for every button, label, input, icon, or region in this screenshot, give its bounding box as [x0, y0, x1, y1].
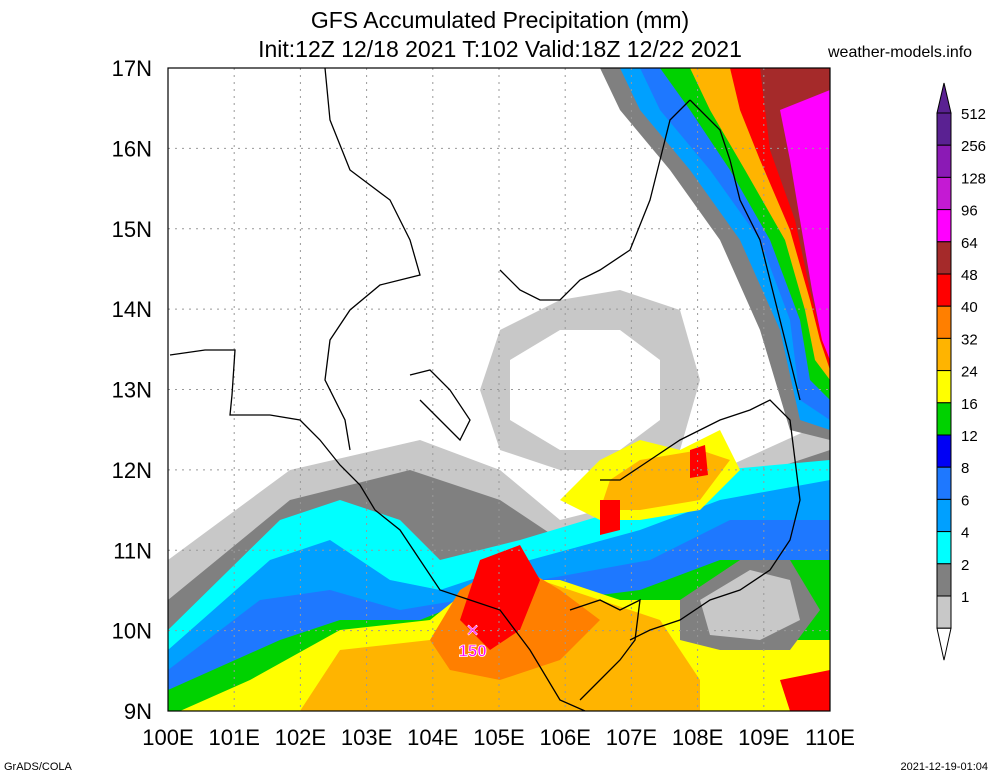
- precip-zone-red: [690, 445, 708, 478]
- colorbar-label: 2: [961, 557, 969, 574]
- colorbar-segment: [936, 176, 952, 211]
- lat-lon-grid: [168, 68, 830, 711]
- longitude-label: 101E: [209, 725, 260, 750]
- colorbar-segment: [936, 563, 952, 597]
- marker-symbol: ×: [466, 618, 479, 643]
- longitude-label: 107E: [606, 725, 657, 750]
- latitude-label: 14N: [112, 297, 152, 322]
- colorbar-label: 12: [961, 428, 978, 445]
- longitude-label: 100E: [142, 725, 193, 750]
- colorbar-label: 64: [961, 235, 978, 252]
- longitude-label: 109E: [738, 725, 789, 750]
- longitude-label: 102E: [275, 725, 326, 750]
- colorbar-label: 4: [961, 525, 969, 542]
- precip-zone-red: [460, 545, 540, 650]
- max-precip-marker: ×150: [458, 617, 487, 661]
- colorbar-label: 40: [961, 299, 978, 316]
- colorbar-segment: [936, 531, 952, 565]
- precip-zone-white: [510, 330, 660, 450]
- marker-label: 150: [458, 642, 486, 661]
- colorbar-segment: [936, 370, 952, 404]
- colorbar-label: 32: [961, 331, 978, 348]
- longitude-labels: 100E 101E 102E 103E 104E 105E 106E 107E 108E 109E…: [142, 725, 855, 750]
- longitude-label: 110E: [805, 725, 855, 750]
- coastlines-borders: [169, 68, 801, 711]
- colorbar-segment: [936, 466, 952, 500]
- colorbar-segment: [936, 241, 952, 275]
- latitude-label: 11N: [113, 538, 152, 563]
- longitude-label: 108E: [672, 725, 723, 750]
- colorbar-bottom-arrow: [936, 627, 952, 661]
- latitude-label: 12N: [112, 458, 152, 483]
- longitude-label: 105E: [473, 725, 524, 750]
- latitude-labels: 17N 16N 15N 14N 13N 12N 11N 10N 9N: [112, 56, 152, 724]
- longitude-label: 103E: [341, 725, 392, 750]
- colorbar-top-arrow: [936, 82, 952, 114]
- border-line: [499, 99, 691, 301]
- colorbar-segment: [936, 337, 952, 372]
- coastline: [689, 99, 801, 401]
- colorbar-label: 256: [961, 138, 986, 155]
- border-line: [324, 68, 421, 451]
- colorbar-label: 1: [961, 589, 969, 606]
- site-credit: weather-models.info: [828, 44, 973, 61]
- longitude-label: 104E: [407, 725, 458, 750]
- colorbar-segment: [936, 273, 952, 307]
- footer-timestamp: 2021-12-19-01:04: [900, 761, 988, 773]
- colorbar-segment: [936, 498, 952, 533]
- colorbar-label: 48: [961, 267, 978, 284]
- colorbar-label: 512: [961, 106, 986, 123]
- coastline: [569, 598, 641, 701]
- precip-zone-red: [780, 670, 830, 711]
- colorbar-segment: [936, 209, 952, 243]
- latitude-label: 10N: [112, 619, 152, 644]
- colorbar-label: 128: [961, 170, 986, 187]
- colorbar-segment: [936, 305, 952, 339]
- colorbar-label: 24: [961, 364, 978, 381]
- latitude-label: 15N: [112, 217, 152, 242]
- latitude-label: 13N: [112, 378, 152, 403]
- colorbar-segment: [936, 402, 952, 436]
- colorbar-label: 16: [961, 396, 978, 413]
- map-frame: [167, 67, 831, 712]
- colorbar-segment: [936, 595, 952, 629]
- footer-software: GrADS/COLA: [4, 761, 72, 773]
- latitude-label: 16N: [112, 136, 152, 161]
- border-line: [169, 349, 586, 711]
- colorbar-label: 96: [961, 203, 978, 220]
- latitude-label: 9N: [124, 699, 152, 724]
- colorbar-label: 6: [961, 492, 969, 509]
- colorbar-segment: [936, 112, 952, 146]
- precip-zone-magenta: [780, 90, 830, 360]
- colorbar-segment: [936, 144, 952, 178]
- latitude-label: 17N: [112, 56, 152, 81]
- chart-title-line1: GFS Accumulated Precipitation (mm): [310, 7, 690, 33]
- lake-outline: [409, 369, 471, 442]
- chart-title-line2: Init:12Z 12/18 2021 T:102 Valid:18Z 12/2…: [258, 36, 742, 62]
- colorbar-label: 8: [961, 460, 969, 477]
- longitude-label: 106E: [540, 725, 591, 750]
- colorbar-segment: [936, 434, 952, 468]
- coastline: [600, 399, 801, 641]
- precip-zone-red: [600, 500, 620, 535]
- precip-zone-light_gray: [700, 570, 800, 640]
